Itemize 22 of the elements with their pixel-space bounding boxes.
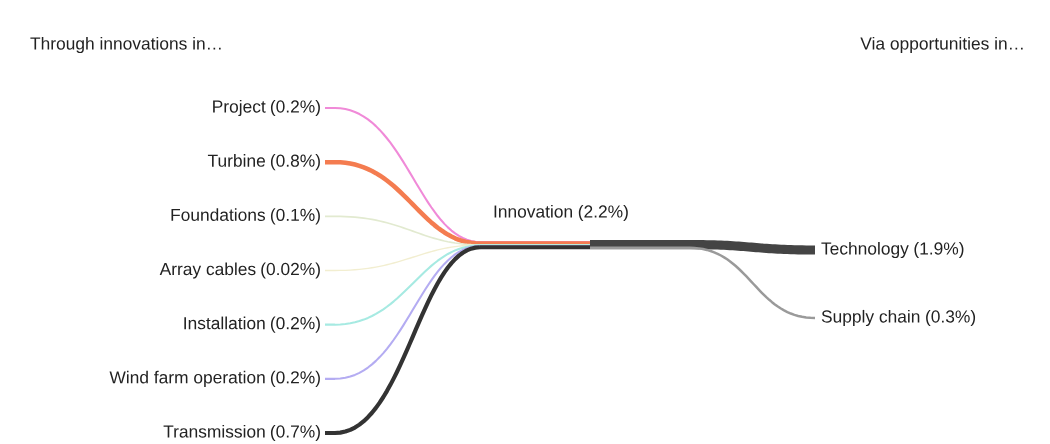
category-label: Innovation (494, 204, 572, 218)
data-label: (0.8%) (270, 154, 320, 171)
category-label: Installation (184, 316, 265, 330)
category-label: Foundations (171, 208, 266, 221)
text: Via opportunities in… (860, 36, 1023, 54)
category-label: Wind farm operation (109, 370, 265, 387)
category-label: Array cables (159, 262, 256, 279)
data-label: (2.2%) (578, 204, 628, 222)
category-label: Technology (821, 241, 909, 259)
data-label: (0.7%) (270, 424, 320, 442)
category-label: Turbine (207, 154, 265, 167)
category-label: Supply chain (821, 309, 920, 327)
data-label: (0.2%) (270, 316, 320, 333)
data-label: (0.2%) (270, 370, 320, 387)
text: Through innovations in… (30, 36, 221, 54)
data-label: (0.2%) (270, 99, 320, 117)
data-label: (0.3%) (926, 309, 976, 327)
category-label: Project (213, 99, 266, 117)
category-label: Transmission (163, 424, 265, 438)
data-label: (0.1%) (270, 208, 320, 225)
data-label: (1.9%) (914, 241, 964, 259)
data-label: (0.02%) (261, 262, 320, 279)
